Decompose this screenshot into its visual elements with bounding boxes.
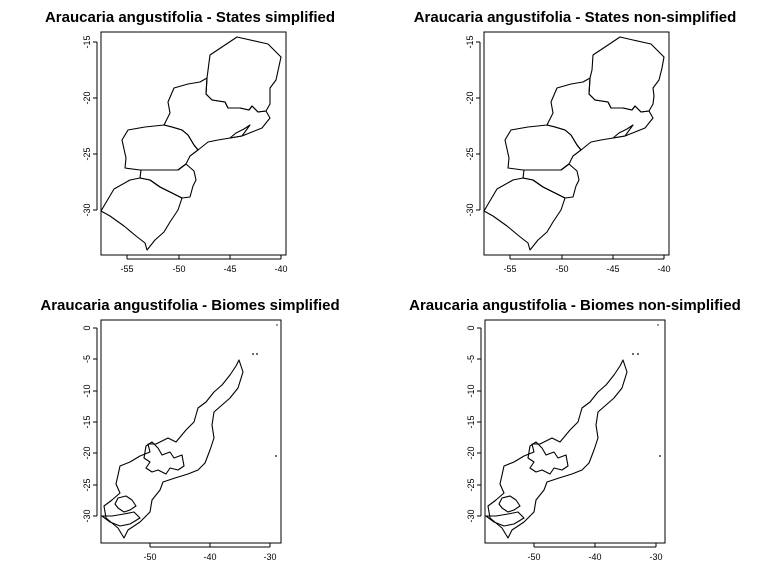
panel-title: Araucaria angustifolia - States non-simp…	[413, 9, 737, 26]
x-tick-label: -40	[588, 552, 601, 562]
y-tick-label: -30	[465, 203, 475, 216]
panel-title: Araucaria angustifolia - Biomes simplifi…	[40, 297, 340, 314]
x-tick-label: -45	[223, 264, 236, 274]
panel-title: Araucaria angustifolia - Biomes non-simp…	[409, 297, 741, 314]
y-axis: 0 -5 -10 -15 -20 -25 -30	[82, 325, 98, 523]
y-tick-label: -15	[82, 35, 92, 48]
y-axis: -15 -20 -25 -30	[465, 35, 481, 217]
x-tick-label: -50	[172, 264, 185, 274]
y-tick-label: -30	[466, 509, 476, 522]
y-tick-label: 0	[466, 325, 476, 330]
y-tick-label: -20	[82, 91, 92, 104]
state-outlines	[483, 36, 665, 251]
y-tick-label: -15	[465, 35, 475, 48]
y-tick-label: 0	[82, 325, 92, 330]
y-tick-label: -15	[82, 415, 92, 428]
y-tick-label: -30	[82, 203, 92, 216]
x-tick-label: -45	[606, 264, 619, 274]
x-axis: -50 -40 -30	[143, 543, 277, 562]
biome-outlines	[101, 324, 278, 539]
state-outlines	[100, 36, 282, 251]
y-tick-label: -20	[466, 446, 476, 459]
y-tick-label: -5	[466, 355, 476, 363]
y-axis: -15 -20 -25 -30	[82, 35, 98, 217]
y-tick-label: -15	[466, 415, 476, 428]
x-tick-label: -30	[649, 552, 662, 562]
x-tick-label: -40	[203, 552, 216, 562]
y-axis: 0 -5 -10 -15 -20 -25 -30	[466, 325, 482, 523]
x-tick-label: -50	[555, 264, 568, 274]
x-tick-label: -50	[527, 552, 540, 562]
x-tick-label: -50	[143, 552, 156, 562]
panel-title: Araucaria angustifolia - States simplifi…	[44, 9, 336, 26]
x-tick-label: -55	[503, 264, 516, 274]
x-tick-label: -40	[657, 264, 670, 274]
y-tick-label: -20	[465, 91, 475, 104]
y-tick-label: -25	[466, 478, 476, 491]
x-tick-label: -55	[120, 264, 133, 274]
y-tick-label: -20	[82, 446, 92, 459]
plot-frame	[100, 319, 282, 544]
y-tick-label: -25	[465, 147, 475, 160]
y-tick-label: -25	[82, 147, 92, 160]
plot-frame	[484, 319, 666, 544]
y-tick-label: -10	[82, 384, 92, 397]
x-tick-label: -30	[263, 552, 276, 562]
y-tick-label: -30	[82, 509, 92, 522]
y-tick-label: -25	[82, 478, 92, 491]
x-tick-label: -40	[274, 264, 287, 274]
x-axis: -55 -50 -45 -40	[503, 255, 671, 274]
y-tick-label: -10	[466, 384, 476, 397]
x-axis: -55 -50 -45 -40	[120, 255, 288, 274]
y-tick-label: -5	[82, 355, 92, 363]
plot-frame	[483, 31, 670, 256]
x-axis: -50 -40 -30	[527, 543, 663, 562]
biome-outlines	[485, 324, 661, 539]
plot-frame	[100, 31, 287, 256]
